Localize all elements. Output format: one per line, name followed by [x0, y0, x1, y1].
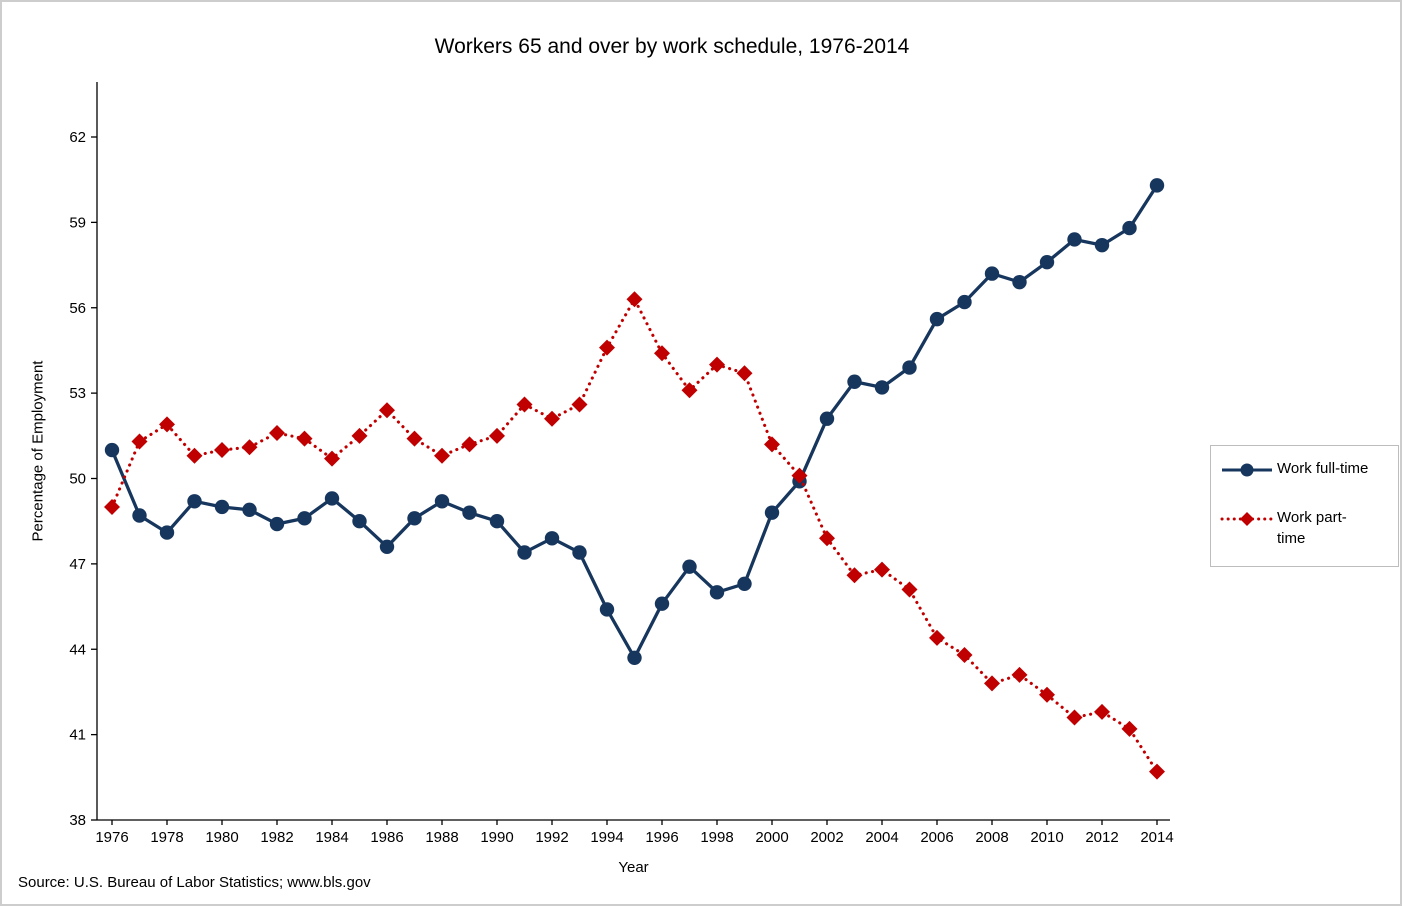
svg-text:53: 53	[69, 385, 86, 402]
chart-title: Workers 65 and over by work schedule, 19…	[434, 35, 910, 58]
svg-text:1990: 1990	[480, 829, 513, 846]
svg-text:50: 50	[69, 471, 86, 488]
part-time-line-marker-icon	[1220, 512, 1274, 527]
svg-text:2012: 2012	[1085, 829, 1118, 846]
svg-text:1998: 1998	[700, 829, 733, 846]
svg-text:59: 59	[69, 214, 86, 231]
svg-text:62: 62	[69, 129, 86, 146]
svg-text:1982: 1982	[260, 829, 293, 846]
svg-text:1984: 1984	[315, 829, 348, 846]
x-axis-label: Year	[618, 859, 649, 876]
svg-text:1980: 1980	[205, 829, 238, 846]
legend: Work full-time Work part-time	[1210, 445, 1399, 567]
svg-text:2000: 2000	[755, 829, 788, 846]
svg-text:44: 44	[69, 641, 86, 658]
svg-text:2010: 2010	[1030, 829, 1063, 846]
full-time-line-marker-icon	[1222, 463, 1272, 477]
legend-label-part-time: Work part-time	[1277, 509, 1347, 547]
svg-text:56: 56	[69, 300, 86, 317]
legend-label-full-time: Work full-time	[1277, 460, 1369, 477]
svg-text:47: 47	[69, 556, 86, 573]
svg-text:1996: 1996	[645, 829, 678, 846]
svg-text:2014: 2014	[1140, 829, 1173, 846]
svg-text:2004: 2004	[865, 829, 898, 846]
legend-item-part-time: Work part-time	[1220, 508, 1394, 549]
svg-text:1978: 1978	[150, 829, 183, 846]
svg-text:2002: 2002	[810, 829, 843, 846]
svg-text:1988: 1988	[425, 829, 458, 846]
svg-text:38: 38	[69, 812, 86, 829]
svg-text:1992: 1992	[535, 829, 568, 846]
svg-text:1976: 1976	[95, 829, 128, 846]
legend-item-full-time: Work full-time	[1220, 459, 1394, 479]
svg-text:41: 41	[69, 727, 86, 744]
svg-text:1986: 1986	[370, 829, 403, 846]
svg-text:2008: 2008	[975, 829, 1008, 846]
svg-text:1994: 1994	[590, 829, 623, 846]
source-note: Source: U.S. Bureau of Labor Statistics;…	[18, 874, 371, 891]
svg-text:2006: 2006	[920, 829, 953, 846]
